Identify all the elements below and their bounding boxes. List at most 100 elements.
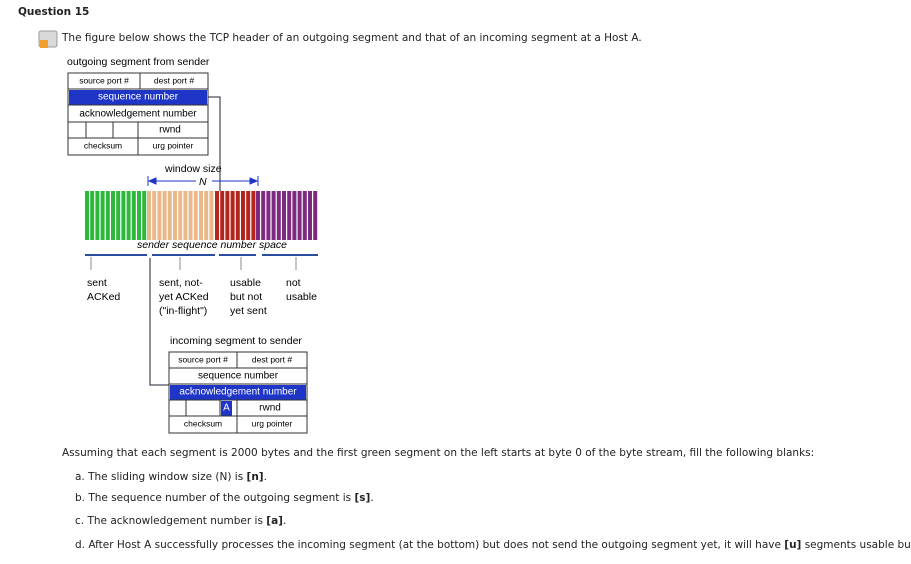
stripe bbox=[256, 191, 260, 240]
blank: [n] bbox=[247, 471, 264, 483]
item: c. The acknowledgement number is [a]. bbox=[75, 515, 286, 527]
stripe bbox=[100, 191, 105, 240]
dest-port: dest port # bbox=[252, 354, 292, 364]
stripe bbox=[246, 191, 251, 240]
item-end: . bbox=[264, 471, 267, 483]
figure bbox=[62, 52, 368, 438]
region-label: not bbox=[286, 277, 301, 289]
stripe bbox=[111, 191, 115, 240]
stripe bbox=[225, 191, 230, 240]
checksum: checksum bbox=[84, 140, 122, 150]
stripe bbox=[183, 191, 188, 240]
intro: The figure below shows the TCP header of… bbox=[61, 32, 642, 44]
item: a. The sliding window size (N) is [n]. bbox=[75, 471, 267, 483]
item-text: c. The acknowledgement number is bbox=[75, 515, 266, 527]
item-text: a. The sliding window size (N) is bbox=[75, 471, 247, 483]
stripe bbox=[142, 191, 147, 240]
stripe bbox=[308, 191, 312, 240]
item: d. After Host A successfully processes t… bbox=[75, 539, 911, 551]
stripe bbox=[266, 191, 271, 240]
region-label: but not bbox=[230, 291, 262, 303]
blank: [a] bbox=[266, 515, 283, 527]
outgoing-header bbox=[67, 72, 209, 156]
rwnd: rwnd bbox=[259, 403, 281, 414]
stripe bbox=[131, 191, 136, 240]
incoming-title: incoming segment to sender bbox=[170, 335, 302, 347]
stripe bbox=[116, 191, 121, 240]
dest-port: dest port # bbox=[154, 75, 194, 85]
stripe bbox=[261, 191, 266, 240]
question-icon bbox=[38, 30, 58, 48]
stripe bbox=[157, 191, 162, 240]
items: a. The sliding window size (N) is [n]. b.… bbox=[75, 471, 911, 551]
stripe bbox=[162, 191, 167, 240]
stripe bbox=[152, 191, 157, 240]
stripe bbox=[271, 191, 276, 240]
stripe bbox=[193, 191, 198, 240]
stripe bbox=[220, 191, 225, 240]
stripe bbox=[90, 191, 95, 240]
rwnd: rwnd bbox=[159, 125, 181, 136]
stripe bbox=[178, 191, 183, 240]
stripe bbox=[147, 191, 151, 240]
stripe bbox=[126, 191, 131, 240]
prompt: Assuming that each segment is 2000 bytes… bbox=[62, 447, 814, 459]
stripe bbox=[282, 191, 286, 240]
stripe bbox=[188, 191, 193, 240]
stripe bbox=[204, 191, 209, 240]
outgoing-title: outgoing segment from sender bbox=[67, 56, 210, 68]
item-text: b. The sequence number of the outgoing s… bbox=[75, 492, 354, 504]
region-label: yet ACKed bbox=[159, 291, 209, 303]
stripe bbox=[235, 191, 240, 240]
stripe bbox=[215, 191, 219, 240]
region-label: sent, not- bbox=[159, 277, 203, 289]
question-title: Question 15 bbox=[18, 6, 89, 18]
stripe bbox=[137, 191, 141, 240]
sequence-number: sequence number bbox=[198, 371, 279, 382]
blank: [s] bbox=[354, 492, 370, 504]
region-label: yet sent bbox=[230, 305, 267, 317]
connector bbox=[208, 96, 221, 191]
stripe bbox=[302, 191, 307, 240]
window-symbol: N bbox=[199, 176, 207, 188]
region-labels: sent ACKed sent, not-yet ACKed ("in-flight"… bbox=[87, 277, 317, 317]
item-end: . bbox=[370, 492, 373, 504]
window-label: window size bbox=[164, 163, 222, 175]
incoming-header bbox=[168, 351, 308, 434]
urg-pointer: urg pointer bbox=[153, 140, 194, 150]
region-label: ("in-flight") bbox=[159, 305, 207, 317]
stripe bbox=[287, 191, 292, 240]
blank: [u] bbox=[784, 539, 801, 551]
stripe bbox=[85, 191, 89, 240]
sequence-number: sequence number bbox=[98, 92, 179, 103]
stripe bbox=[105, 191, 110, 240]
window-arrow bbox=[147, 176, 259, 186]
space-label: sender sequence number space bbox=[137, 239, 287, 251]
stripe bbox=[241, 191, 245, 240]
ack-number: acknowledgement number bbox=[79, 109, 197, 120]
stripe bbox=[313, 191, 318, 240]
item-end: segments usable but not sent. bbox=[801, 539, 911, 551]
checksum: checksum bbox=[184, 418, 222, 428]
stripe bbox=[297, 191, 302, 240]
stripe bbox=[199, 191, 203, 240]
item: b. The sequence number of the outgoing s… bbox=[75, 492, 374, 504]
stripe bbox=[230, 191, 235, 240]
ack-flag: A bbox=[223, 403, 230, 414]
stripe bbox=[173, 191, 177, 240]
stripe bbox=[121, 191, 126, 240]
stripe bbox=[167, 191, 172, 240]
region-label: sent bbox=[87, 277, 107, 289]
sequence-space-bars bbox=[85, 191, 318, 240]
stripe bbox=[292, 191, 297, 240]
region-ticks bbox=[90, 257, 297, 270]
region-label: usable bbox=[286, 291, 317, 303]
stripe bbox=[251, 191, 256, 240]
source-port: source port # bbox=[178, 354, 228, 364]
item-end: . bbox=[283, 515, 286, 527]
stripe bbox=[209, 191, 214, 240]
stripe bbox=[95, 191, 100, 240]
item-text: d. After Host A successfully processes t… bbox=[75, 539, 784, 551]
stripe bbox=[276, 191, 281, 240]
